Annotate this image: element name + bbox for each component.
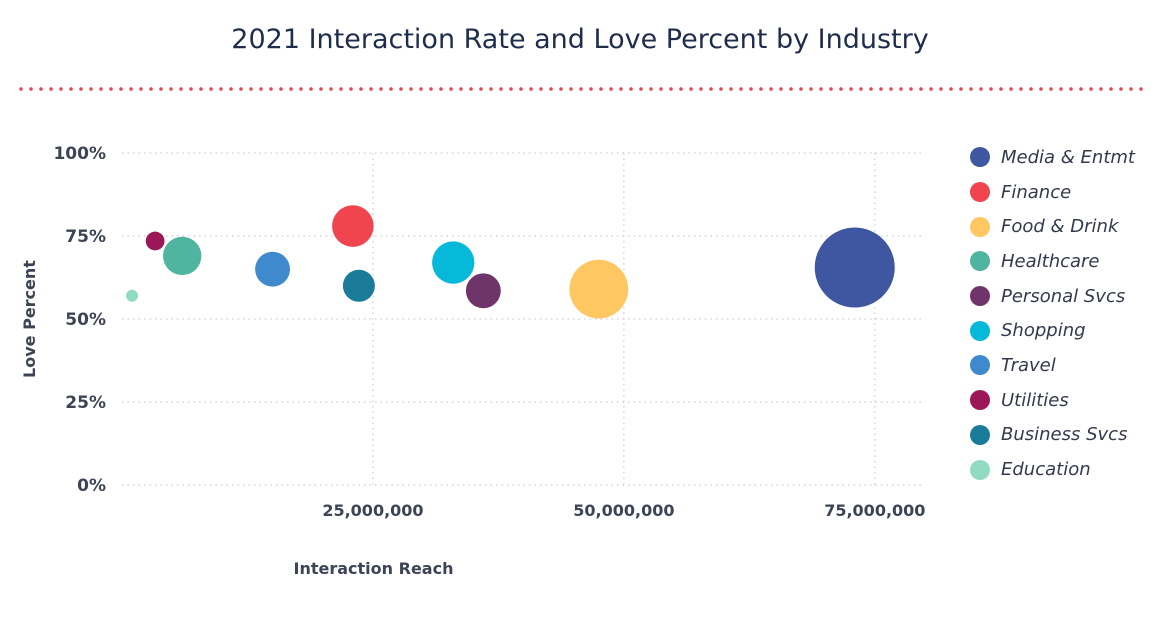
legend-swatch <box>970 251 990 272</box>
grid-lines <box>122 152 925 486</box>
bubble-finance <box>332 205 374 247</box>
y-tick-label: 50% <box>65 310 106 330</box>
legend-swatch <box>970 147 990 168</box>
legend-swatch <box>970 320 990 341</box>
bubbles <box>126 205 895 319</box>
y-tick-label: 0% <box>77 476 106 496</box>
bubble-food-drink <box>569 259 629 319</box>
y-axis-title: Love Percent <box>20 260 39 378</box>
legend-item: Finance <box>970 175 1135 210</box>
bubble-utilities <box>145 231 165 251</box>
legend-label: Travel <box>1001 354 1056 376</box>
legend-item: Healthcare <box>970 244 1135 279</box>
legend-swatch <box>970 216 990 237</box>
legend-swatch <box>970 424 990 445</box>
legend-item: Education <box>970 452 1135 487</box>
legend-item: Travel <box>970 348 1135 383</box>
legend-label: Utilities <box>1001 389 1069 411</box>
legend-swatch <box>970 355 990 376</box>
bubble-shopping <box>432 241 475 284</box>
legend-item: Business Svcs <box>970 418 1135 453</box>
legend-label: Business Svcs <box>1001 424 1128 446</box>
legend-label: Healthcare <box>1001 250 1100 272</box>
legend-swatch <box>970 459 990 480</box>
legend-label: Shopping <box>1001 320 1086 342</box>
legend-item: Media & Entmt <box>970 140 1135 175</box>
bubble-chart: 0% 25% 50% 75% 100% 25,000,000 50,000,000 75,00… <box>20 144 925 578</box>
x-tick-label: 25,000,000 <box>322 501 423 520</box>
bubble-business-svcs <box>342 269 375 302</box>
legend-item: Utilities <box>970 383 1135 418</box>
legend-label: Personal Svcs <box>1001 285 1126 307</box>
bubble-personal-svcs <box>465 273 501 309</box>
legend-label: Finance <box>1001 181 1072 203</box>
legend-item: Food & Drink <box>970 209 1135 244</box>
y-tick-label: 25% <box>65 393 106 413</box>
legend: Media & Entmt Finance Food & Drink Healthca… <box>970 140 1135 487</box>
y-tick-label: 100% <box>53 144 106 164</box>
bubble-travel <box>255 251 290 287</box>
x-axis-title: Interaction Reach <box>294 559 454 578</box>
y-tick-label: 75% <box>65 227 106 247</box>
legend-swatch <box>970 286 990 307</box>
bubble-healthcare <box>163 236 202 276</box>
legend-item: Shopping <box>970 313 1135 348</box>
axis-ticks: 0% 25% 50% 75% 100% 25,000,000 50,000,000 75,00… <box>53 144 925 520</box>
legend-label: Education <box>1001 459 1091 481</box>
legend-label: Media & Entmt <box>1001 146 1135 168</box>
x-tick-label: 50,000,000 <box>573 501 674 520</box>
bubble-education <box>126 289 139 302</box>
legend-label: Food & Drink <box>1001 216 1119 238</box>
legend-swatch <box>970 182 990 203</box>
bubble-media-entmt <box>814 227 895 308</box>
chart-title: 2021 Interaction Rate and Love Percent b… <box>231 24 929 55</box>
legend-swatch <box>970 390 990 411</box>
legend-item: Personal Svcs <box>970 279 1135 314</box>
x-tick-label: 75,000,000 <box>824 501 925 520</box>
